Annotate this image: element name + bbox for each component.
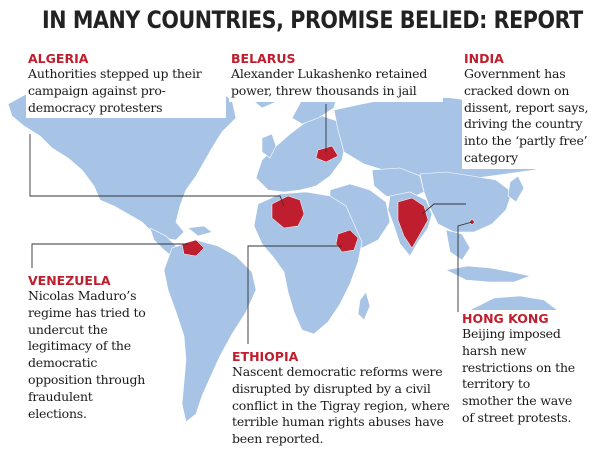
country-belarus [315, 145, 339, 163]
landmass-south-america [163, 239, 257, 423]
callout-country-venezuela: VENEZUELA [28, 273, 111, 288]
leader-lines [29, 56, 473, 344]
landmass-madagascar [357, 291, 371, 321]
callout-india: INDIA Government has cracked down on dis… [462, 50, 598, 169]
country-india [397, 197, 429, 249]
callout-country-algeria: ALGERIA [28, 51, 89, 66]
callout-text-ethiopia: Nascent democratic reforms were disrupte… [232, 364, 450, 447]
callout-hongkong: HONG KONG Beijing imposed harsh new rest… [460, 310, 582, 429]
leader-line-ethiopia [247, 245, 342, 344]
landmass-indonesia [445, 265, 532, 283]
callout-venezuela: VENEZUELA Nicolas Maduro’s regime has tr… [26, 272, 154, 425]
leader-line-venezuela [31, 243, 188, 268]
landmass-caribbean [187, 225, 213, 237]
callout-text-venezuela: Nicolas Maduro’s regime has tried to und… [28, 288, 146, 421]
leader-line-algeria [29, 134, 285, 207]
callout-country-belarus: BELARUS [231, 51, 296, 66]
callout-country-hongkong: HONG KONG [462, 311, 549, 326]
leader-line-india [421, 203, 466, 215]
callout-text-algeria: Authorities stepped up their campaign ag… [28, 66, 202, 115]
leader-line-hongkong [457, 221, 473, 312]
callout-ethiopia: ETHIOPIA Nascent democratic reforms were… [230, 348, 452, 450]
callout-text-belarus: Alexander Lukashenko retained power, thr… [231, 66, 428, 98]
callout-belarus: BELARUS Alexander Lukashenko retained po… [229, 50, 443, 102]
page-title: IN MANY COUNTRIES, PROMISE BELIED: REPOR… [42, 6, 583, 34]
landmass-africa [253, 191, 363, 335]
callout-text-india: Government has cracked down on dissent, … [464, 66, 589, 165]
landmass-uk [261, 133, 277, 159]
callout-algeria: ALGERIA Authorities stepped up their cam… [26, 50, 226, 119]
country-ethiopia [335, 229, 359, 253]
landmass-japan [507, 175, 525, 203]
callout-text-hongkong: Beijing imposed harsh new restrictions o… [462, 326, 575, 425]
highlighted-countries [181, 145, 475, 257]
landmass-east-asia [419, 171, 513, 233]
country-algeria [271, 195, 305, 229]
callout-country-ethiopia: ETHIOPIA [232, 349, 299, 364]
callout-country-india: INDIA [464, 51, 504, 66]
